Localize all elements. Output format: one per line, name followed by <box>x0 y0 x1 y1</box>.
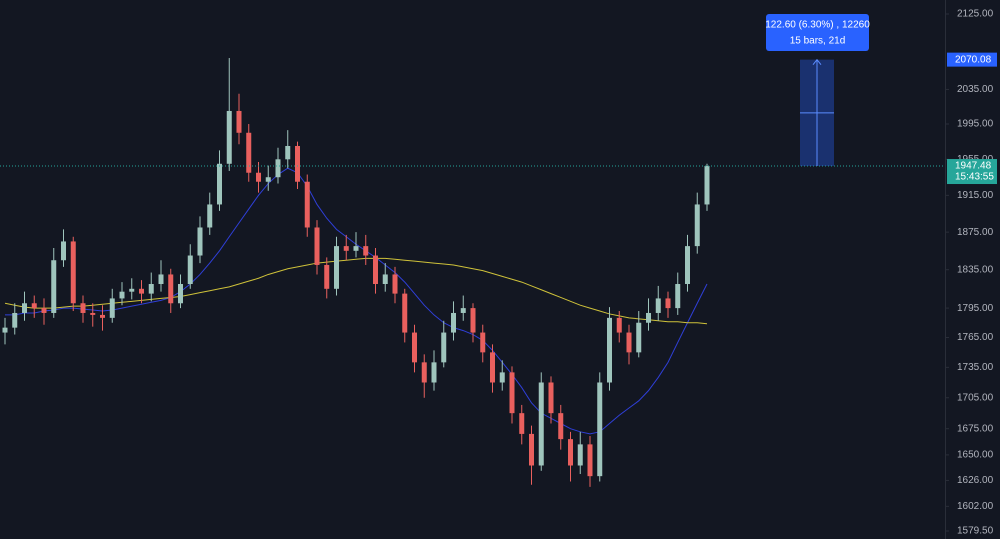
candle-body <box>285 145 291 160</box>
candle-body <box>373 255 378 285</box>
measure-label: 122.60 (6.30%) , 12260 <box>765 20 870 31</box>
candle-body <box>519 413 525 434</box>
candle-body <box>246 132 252 173</box>
candle-body <box>480 332 486 353</box>
candle-body <box>529 433 534 466</box>
candle-body <box>22 303 27 313</box>
candle-body <box>490 352 495 383</box>
candle-body <box>616 317 622 333</box>
candle-body <box>421 362 427 383</box>
candle-body <box>568 439 573 466</box>
y-tick-label: 1626.00 <box>957 475 994 486</box>
y-tick-label: 1875.00 <box>957 227 994 238</box>
candle-body <box>236 110 242 133</box>
candle-body <box>587 444 593 477</box>
candle-body <box>636 322 642 353</box>
candle-body <box>217 163 222 205</box>
candle-body <box>109 298 115 318</box>
y-tick-label: 1675.00 <box>957 423 994 434</box>
candle-body <box>704 166 710 205</box>
candle-body <box>675 284 681 309</box>
y-tick-label: 1835.00 <box>957 264 994 275</box>
candle-body <box>402 293 408 333</box>
candle-body <box>577 444 583 466</box>
candle-body <box>139 288 144 294</box>
y-tick-label: 1995.00 <box>957 119 994 130</box>
measure-price-box <box>947 52 997 67</box>
candle-body <box>665 298 671 309</box>
candle-body <box>70 241 76 304</box>
candle-body <box>61 241 66 261</box>
candle-body <box>158 274 164 285</box>
candle-body <box>460 308 466 313</box>
y-tick-label: 1735.00 <box>957 362 994 373</box>
candle-body <box>275 159 281 178</box>
candle-body <box>470 308 476 333</box>
candle-body <box>41 308 47 313</box>
measure-price-label: 2070.08 <box>955 54 992 65</box>
candle-body <box>499 372 505 383</box>
candle-body <box>100 314 105 318</box>
candle-body <box>509 372 515 414</box>
countdown-label: 15:43:55 <box>955 172 994 183</box>
y-tick-label: 1705.00 <box>957 392 994 403</box>
candle-body <box>558 413 564 440</box>
candle-body <box>694 204 700 247</box>
candle-body <box>343 246 349 251</box>
candle-body <box>382 274 388 285</box>
last-price-label: 1947.48 <box>955 161 992 172</box>
measure-sublabel: 15 bars, 21d <box>790 36 846 47</box>
candle-body <box>314 227 320 265</box>
candle-body <box>334 246 339 289</box>
measure-arrow <box>812 58 822 65</box>
candle-body <box>119 291 125 299</box>
candle-body <box>685 246 690 285</box>
last-price-box <box>947 159 997 185</box>
candle-body <box>392 274 398 294</box>
candle-body <box>31 303 37 309</box>
candle-body <box>548 382 554 414</box>
candle-body <box>363 246 369 256</box>
candle-body <box>451 312 456 333</box>
candle-body <box>431 362 437 383</box>
y-tick-label: 1650.00 <box>957 450 994 461</box>
y-tick-label: 1795.00 <box>957 303 994 314</box>
candle-body <box>207 204 213 228</box>
candle-body <box>412 332 417 363</box>
candle-body <box>90 312 96 315</box>
y-tick-label: 1765.00 <box>957 332 994 343</box>
y-tick-label: 1579.50 <box>957 526 994 537</box>
y-tick-label: 2035.00 <box>957 84 994 95</box>
candle-body <box>646 312 651 323</box>
candle-body <box>256 172 261 182</box>
candle-body <box>12 312 18 328</box>
candle-body <box>538 382 544 466</box>
candle-body <box>80 303 86 313</box>
y-tick-label: 1915.00 <box>957 190 994 201</box>
candle-body <box>2 327 8 333</box>
candle-body <box>51 260 57 313</box>
candle-body <box>265 177 271 182</box>
candle-body <box>187 255 193 285</box>
candle-body <box>148 284 154 294</box>
candle-body <box>295 145 300 182</box>
candle-body <box>304 181 310 228</box>
candle-body <box>226 110 232 164</box>
candle-body <box>441 332 447 363</box>
y-tick-label: 1602.00 <box>957 501 994 512</box>
candle-body <box>626 332 632 353</box>
candle-body <box>129 288 135 292</box>
candle-body <box>168 274 174 304</box>
candle-body <box>178 284 183 304</box>
candle-body <box>597 382 603 477</box>
candle-body <box>353 246 359 251</box>
candle-body <box>607 317 612 383</box>
measure-tooltip <box>766 14 869 51</box>
y-tick-label: 2125.00 <box>957 9 994 20</box>
candle-body <box>655 298 661 313</box>
candle-body <box>324 264 330 289</box>
candle-body <box>197 227 203 256</box>
